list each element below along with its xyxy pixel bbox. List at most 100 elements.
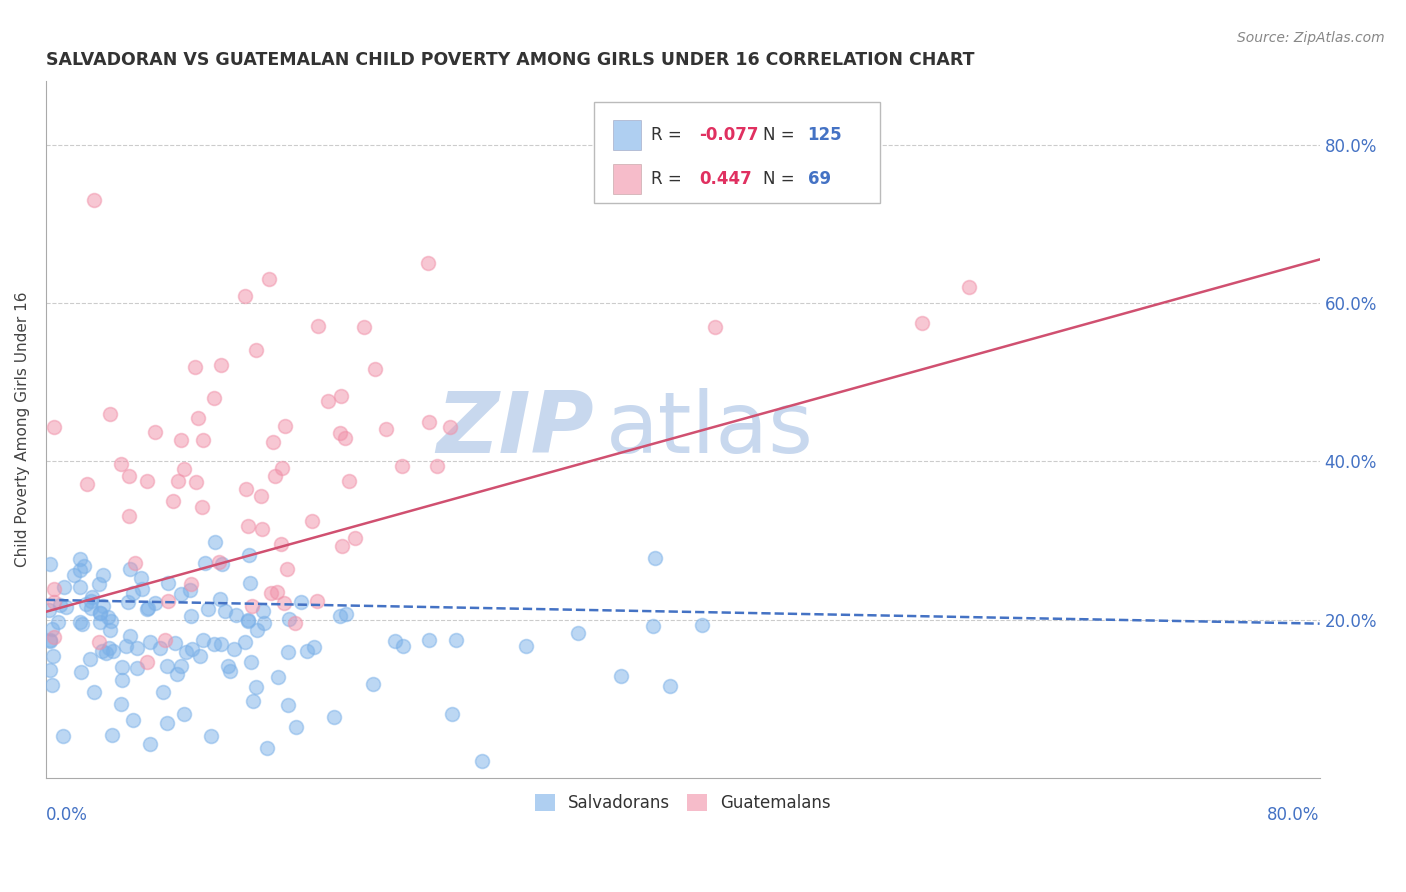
Text: 0.447: 0.447 [699,169,752,188]
Point [69,615,91,630]
Point [339,474,361,488]
Point [235,482,257,496]
Point [242,693,264,707]
Text: Source: ZipAtlas.com: Source: ZipAtlas.com [1237,31,1385,45]
Point [98,640,121,655]
Point [277,698,299,712]
Point [135,655,157,669]
Point [418,416,440,430]
Point [55,599,77,614]
Point [76,476,98,491]
Point [245,681,267,695]
Point [217,659,239,673]
Point [224,642,246,657]
Point [41,622,63,636]
Point [295,643,318,657]
Point [276,561,298,575]
Point [173,462,195,476]
Point [89,606,111,620]
Point [39,663,62,677]
Point [253,615,276,630]
Text: N =: N = [763,126,800,144]
Point [609,669,631,683]
Point [121,713,143,727]
Point [125,641,148,656]
Point [52,729,75,743]
Point [131,582,153,597]
Point [98,623,121,637]
Point [111,673,134,687]
Point [118,509,141,524]
Point [46,615,69,630]
Point [75,597,97,611]
Point [163,636,186,650]
Text: N =: N = [763,169,800,188]
Text: 69: 69 [807,169,831,188]
Point [361,677,384,691]
Point [444,632,467,647]
Point [111,660,134,674]
Text: R =: R = [651,169,688,188]
Point [38,602,60,616]
Point [149,640,172,655]
Point [166,666,188,681]
FancyBboxPatch shape [613,120,641,151]
Point [83,193,105,207]
Point [277,645,299,659]
Point [322,710,344,724]
Point [124,556,146,570]
Point [353,319,375,334]
Point [180,577,202,591]
Point [335,431,357,445]
Point [197,602,219,616]
Point [115,639,138,653]
Point [169,587,191,601]
Point [441,706,464,721]
Point [136,474,159,488]
Point [330,389,353,403]
Point [156,659,179,673]
Point [91,568,114,582]
Point [80,601,103,615]
Point [416,256,439,270]
Point [257,272,280,286]
Point [301,514,323,528]
Point [110,457,132,471]
Point [515,640,537,654]
Point [270,537,292,551]
Legend: Salvadorans, Guatemalans: Salvadorans, Guatemalans [529,787,838,819]
Point [957,280,980,294]
Point [89,615,111,630]
Point [277,612,299,626]
Point [143,596,166,610]
Point [211,557,233,571]
Point [238,519,260,533]
Point [100,614,122,628]
Point [209,358,232,372]
Point [329,609,352,624]
Point [208,555,231,569]
Point [93,599,115,614]
Point [120,629,142,643]
Point [284,615,307,630]
Point [170,659,193,673]
FancyBboxPatch shape [593,103,880,203]
Point [101,643,124,657]
Point [316,394,339,409]
Point [240,599,263,613]
Point [129,571,152,585]
Point [344,531,367,545]
Text: R =: R = [651,126,688,144]
Point [245,623,267,637]
Point [439,419,461,434]
Point [245,343,267,357]
Point [191,433,214,447]
Point [302,640,325,654]
Text: 125: 125 [807,126,842,144]
Point [83,684,105,698]
Point [264,469,287,483]
Point [305,593,328,607]
Point [250,490,273,504]
Point [194,556,217,570]
Point [39,633,62,648]
